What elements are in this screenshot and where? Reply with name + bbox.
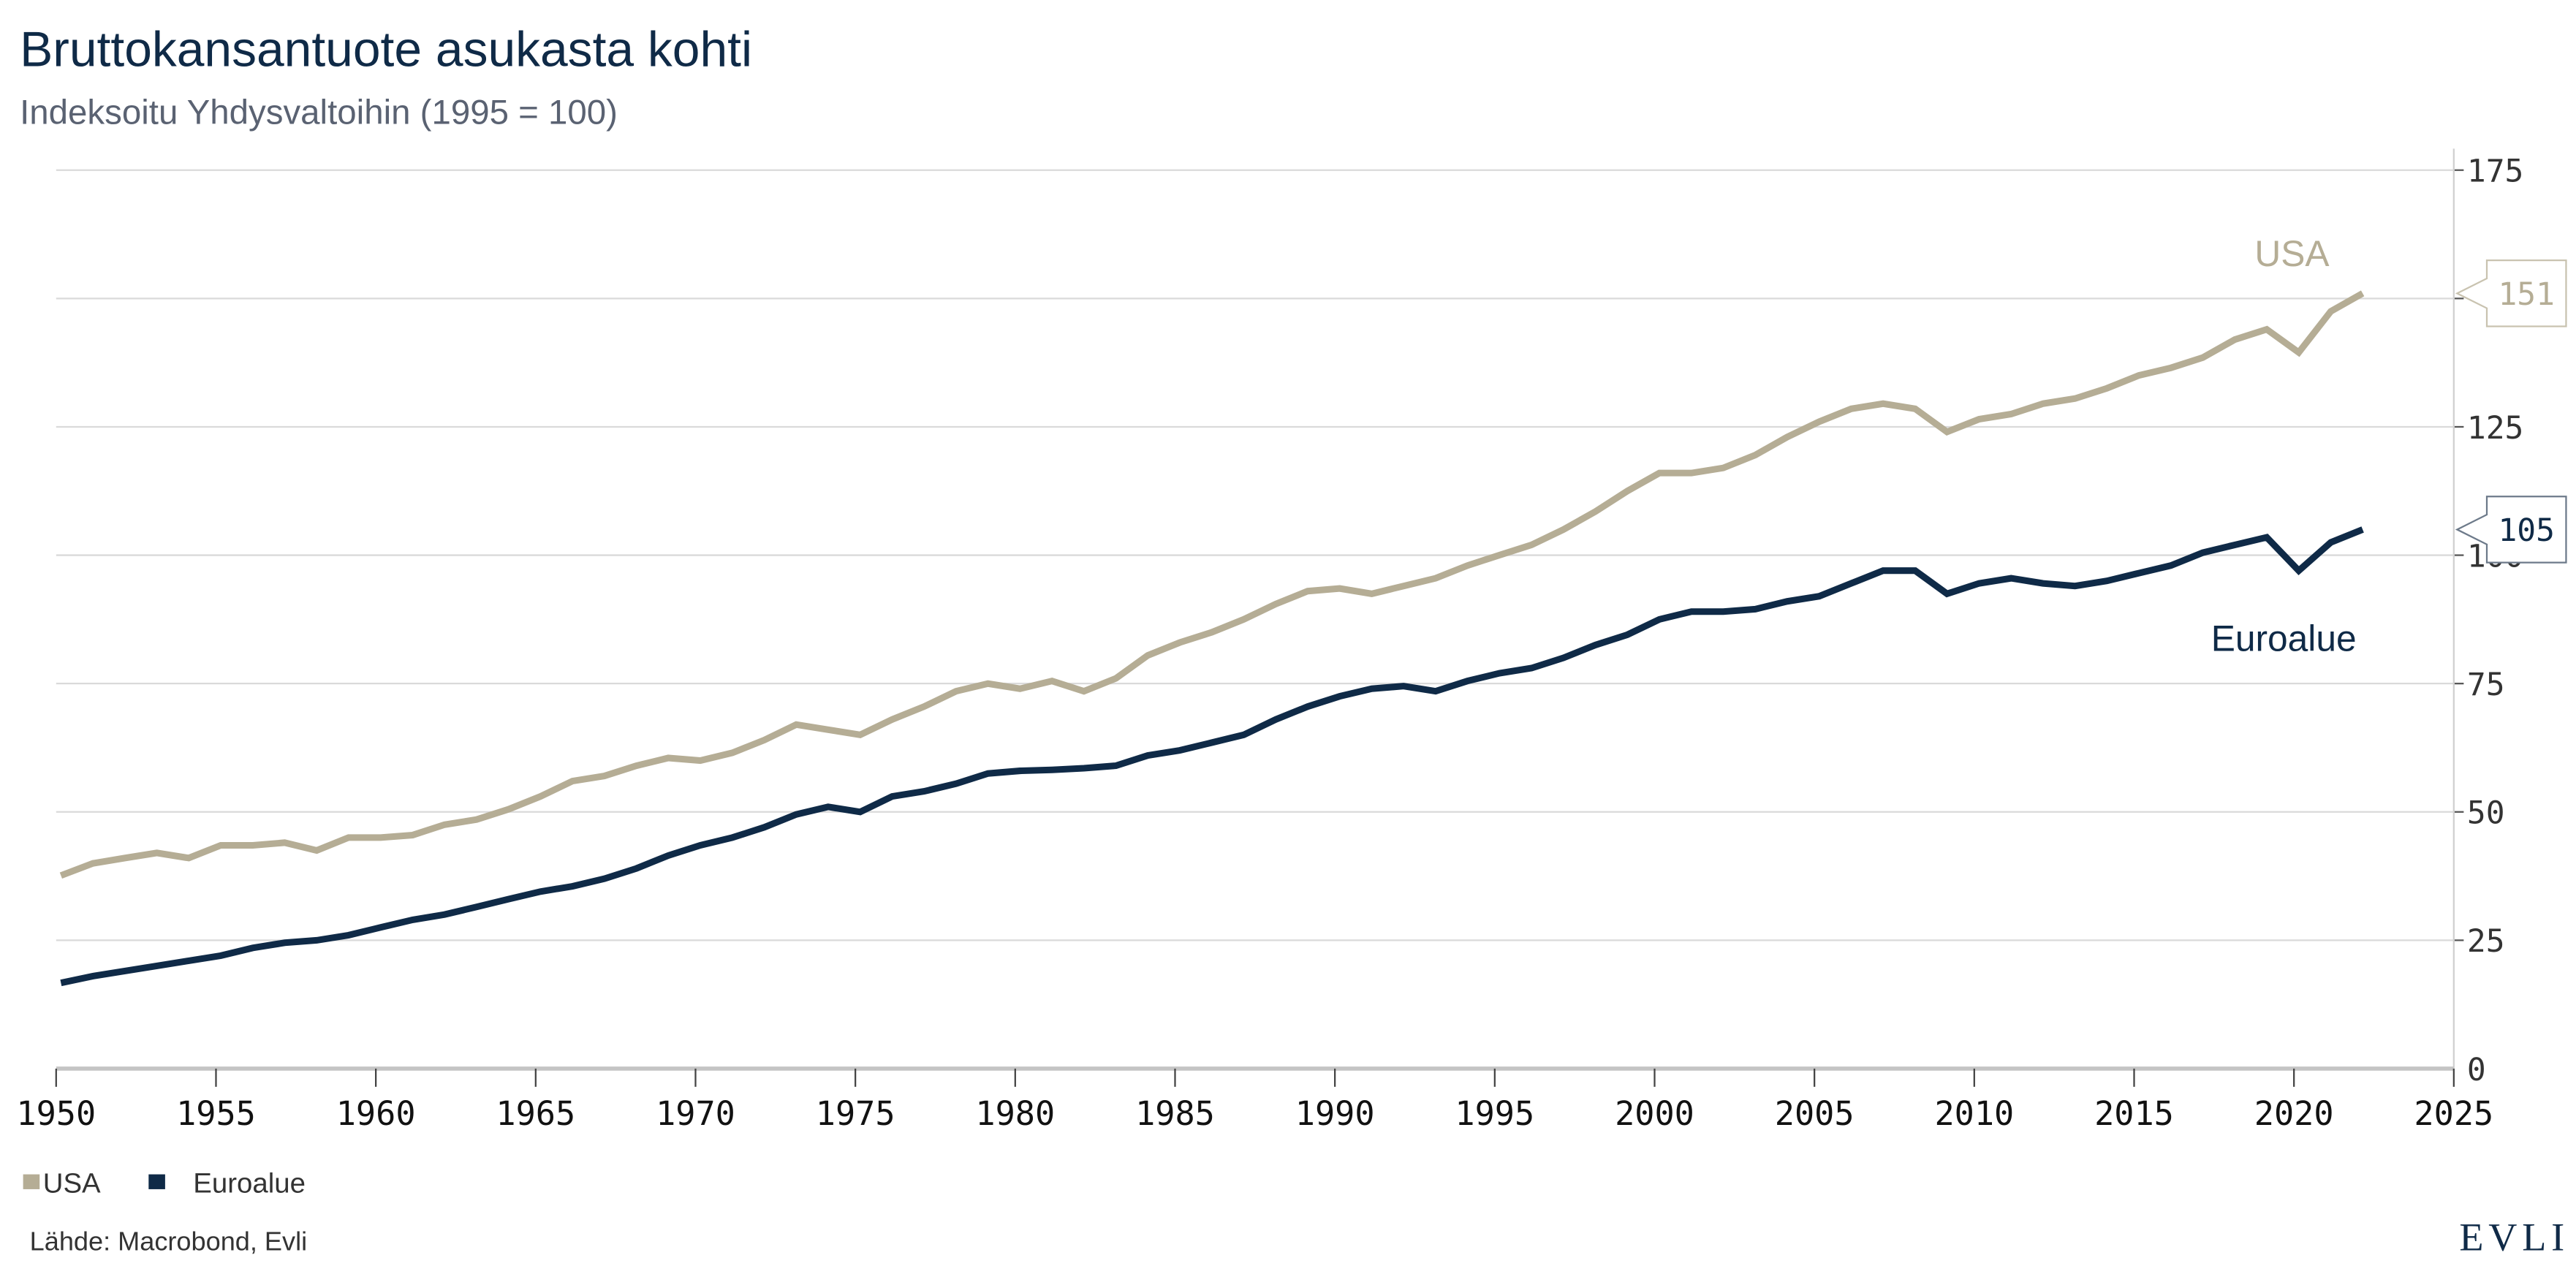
legend-swatch-usa [23,1174,40,1189]
end-value-callouts: 151 105 [2455,259,2567,564]
x-tick-label: 2010 [1934,1094,2014,1133]
chart-title: Bruttokansantuote asukasta kohti [20,22,752,77]
x-tick-label: 1980 [975,1094,1055,1133]
callout-box [2455,259,2567,327]
y-tick-label: 75 [2467,667,2505,703]
callout-value: 151 [2498,276,2554,313]
y-tick-label: 0 [2467,1052,2486,1088]
x-tick-label: 2015 [2094,1094,2174,1133]
x-tick-label: 2000 [1615,1094,1694,1133]
x-axis: 1950 1955 1960 1965 1970 1975 1980 1985 1990 1995… [16,1068,2493,1133]
legend-swatch-euroalue [148,1174,165,1189]
x-tick-label: 1950 [16,1094,96,1133]
callout-value: 105 [2498,512,2554,549]
y-tick-label: 25 [2467,923,2505,960]
series-group [59,290,2365,987]
usa-line-label: USA [2254,233,2330,274]
end-value-callout-euroalue: 105 [2455,496,2567,564]
y-axis: 0255075100125175 [2467,153,2523,1088]
chart-subtitle: Indeksoitu Yhdysvaltoihin (1995 = 100) [20,93,618,132]
x-tick-label: 1975 [816,1094,895,1133]
gridlines [56,169,2464,941]
euroalue-line-label: Euroalue [2211,618,2357,659]
evli-logo: EVLI [2459,1216,2569,1259]
x-tick-label: 1960 [336,1094,416,1133]
end-value-callout-usa: 151 [2455,259,2567,327]
y-tick-label: 50 [2467,795,2505,832]
x-tick-label: 1990 [1295,1094,1375,1133]
legend-label-usa: USA [43,1167,101,1199]
x-tick-label: 2020 [2254,1094,2334,1133]
series-line-euroalue [60,526,2364,987]
callout-box [2455,496,2567,564]
x-tick-label: 1995 [1455,1094,1534,1133]
x-tick-label: 1970 [656,1094,735,1133]
x-tick-label: 1965 [496,1094,575,1133]
source-note: Lähde: Macrobond, Evli [30,1227,307,1256]
x-tick-label: 1955 [176,1094,256,1133]
y-tick-label: 175 [2467,153,2523,190]
x-tick-label: 1985 [1135,1094,1215,1133]
legend-label-euroalue: Euroalue [193,1167,306,1199]
x-tick-label: 2005 [1775,1094,1855,1133]
y-tick-label: 125 [2467,410,2523,447]
legend: USA Euroalue [23,1167,306,1199]
series-line-usa [59,290,2365,879]
x-tick-label: 2025 [2414,1094,2493,1133]
